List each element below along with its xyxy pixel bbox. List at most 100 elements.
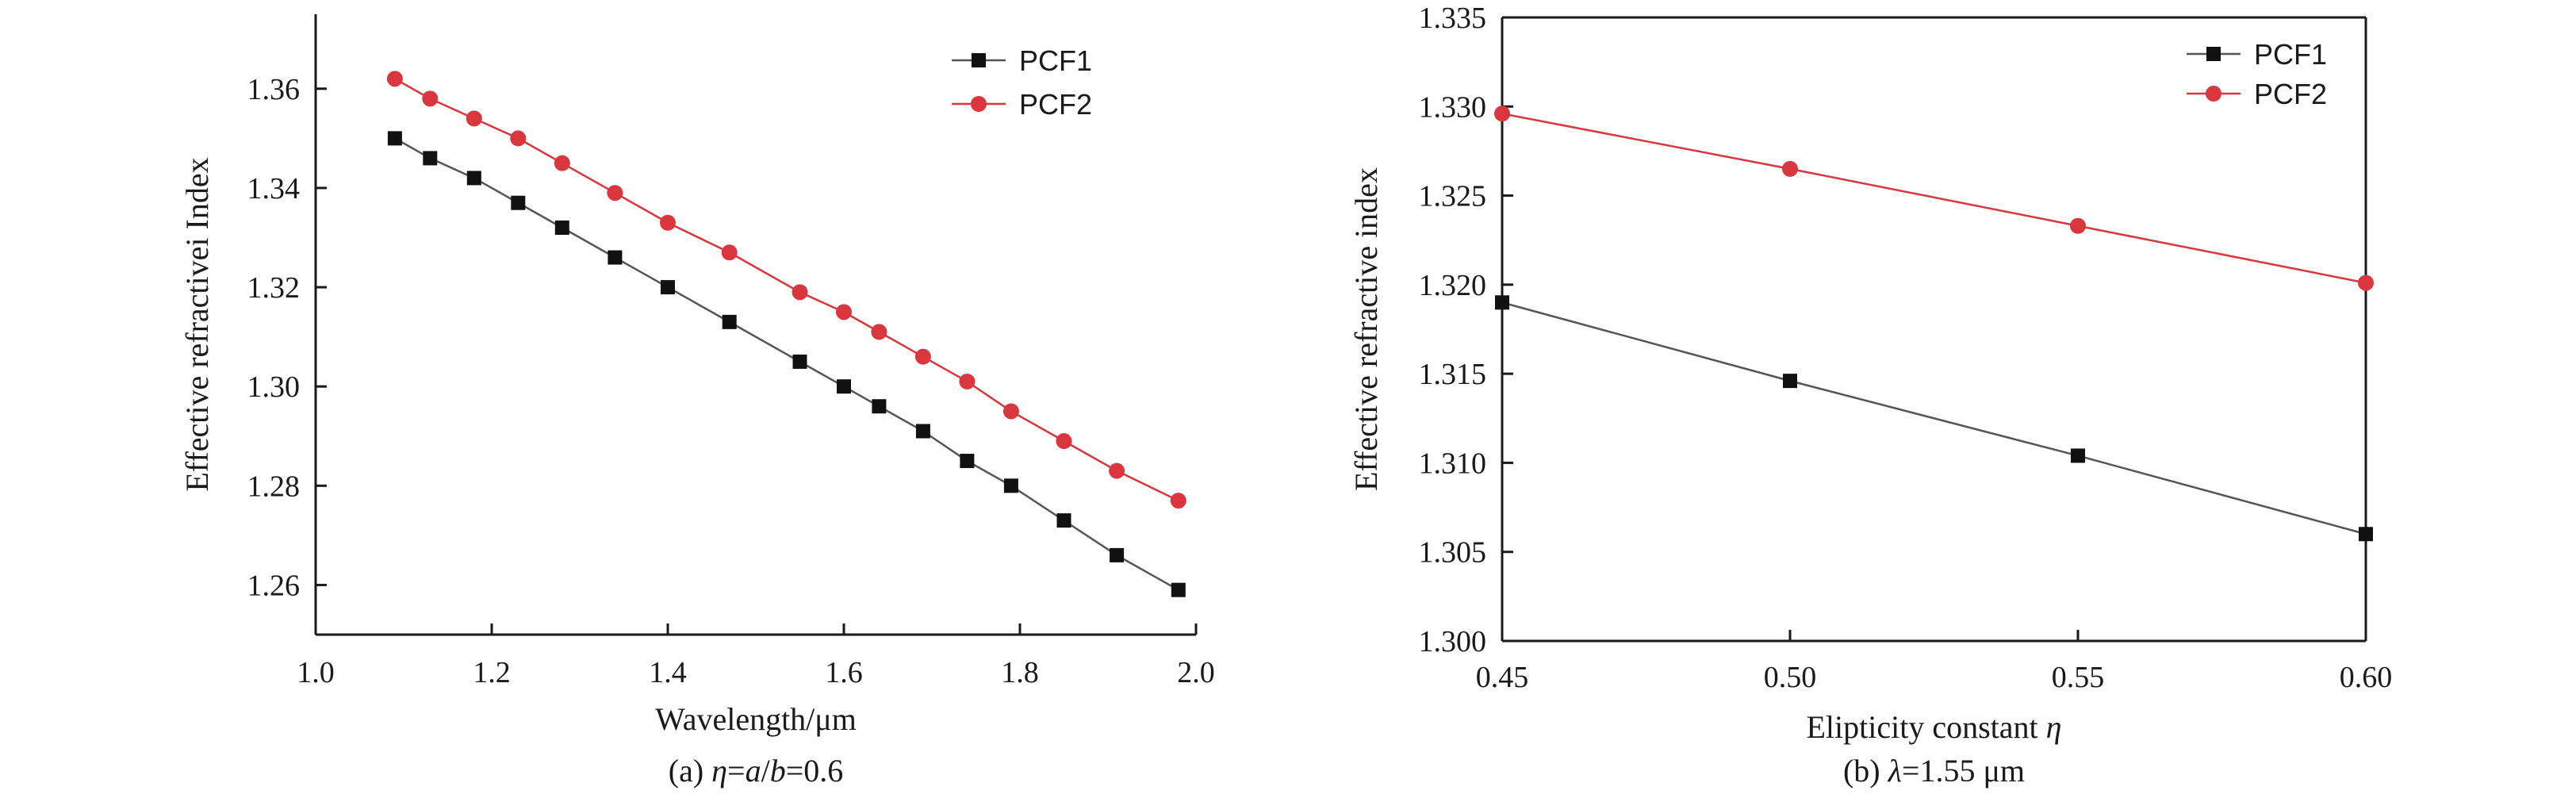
data-point: [1003, 478, 1018, 493]
x-tick-label: 1.6: [825, 656, 863, 689]
data-point: [466, 110, 482, 127]
series-line: [1501, 113, 2367, 284]
figure-caption-part: =1.55 μm: [1902, 753, 2025, 789]
x-tick-label: 1.4: [649, 656, 687, 689]
y-tick-label: 1.325: [1419, 180, 1487, 213]
x-tick-label: 2.0: [1177, 656, 1215, 689]
figure-caption: (a) η=a/b=0.6: [669, 753, 844, 789]
y-tick-label: 1.335: [1419, 2, 1487, 35]
y-tick-label: 1.300: [1419, 625, 1487, 658]
data-point: [386, 71, 403, 87]
data-point: [2070, 217, 2086, 234]
x-axis-title: Elipticity constant η: [1806, 709, 2061, 745]
x-tick-label: 1.2: [473, 656, 511, 689]
data-point: [915, 424, 930, 439]
legend-label: PCF1: [2254, 38, 2327, 71]
data-point: [660, 214, 676, 231]
legend-marker: [2206, 47, 2221, 61]
data-point: [914, 348, 931, 365]
y-tick-label: 1.320: [1419, 269, 1487, 302]
data-point: [722, 314, 737, 329]
figure-caption: (b) λ=1.55 μm: [1843, 753, 2025, 789]
data-point: [1110, 547, 1125, 562]
x-axis-title-part: η: [2046, 709, 2062, 745]
data-point: [1109, 462, 1125, 479]
data-point: [1170, 493, 1186, 509]
figure-caption-part: =0.6: [786, 753, 844, 789]
data-point: [1056, 433, 1072, 450]
data-point: [836, 304, 852, 320]
series-pcf1: [1495, 295, 2373, 542]
data-point: [1056, 513, 1071, 528]
x-tick-label: 1.8: [1001, 656, 1039, 689]
legend-label: PCF1: [1019, 44, 1092, 77]
figure-caption-part: =: [727, 753, 746, 789]
x-tick-label: 1.0: [297, 656, 335, 689]
data-point: [387, 131, 402, 146]
series-line: [1501, 301, 2367, 535]
y-tick-label: 1.28: [247, 470, 301, 503]
data-point: [608, 250, 623, 265]
panel-b-chart: 0.45 0.50 0.55 0.60 1.300 1.305 1.310 1.315 1.32…: [1348, 2, 2392, 789]
legend-marker: [971, 96, 987, 112]
data-point: [871, 324, 887, 340]
figure-caption-part: a: [746, 753, 761, 789]
data-point: [872, 399, 887, 414]
data-point: [511, 195, 526, 210]
data-point: [792, 354, 807, 369]
series-pcf2: [386, 71, 1186, 509]
data-point: [661, 280, 675, 295]
data-point: [2071, 448, 2085, 463]
series-pcf1: [387, 131, 1186, 597]
figure-caption-part: λ: [1888, 753, 1902, 789]
legend: PCF1 PCF2: [952, 44, 1092, 121]
series-pcf2: [1494, 106, 2374, 291]
data-point: [1783, 374, 1797, 389]
y-tick-label: 1.34: [247, 172, 301, 205]
y-tick-label: 1.26: [247, 569, 301, 602]
y-tick-label: 1.32: [247, 271, 301, 305]
data-point: [792, 284, 808, 301]
data-point: [1171, 582, 1186, 597]
figure-caption-part: b: [770, 753, 786, 789]
data-point: [837, 379, 851, 394]
data-point: [510, 130, 527, 147]
y-axis-title: Effective refractive index: [1348, 167, 1384, 491]
y-tick-label: 1.30: [247, 370, 301, 404]
legend-label: PCF2: [1019, 88, 1092, 121]
figure-caption-part: (b): [1843, 753, 1888, 789]
data-point: [607, 185, 623, 201]
legend-marker: [2206, 86, 2221, 102]
y-tick-label: 1.305: [1419, 536, 1487, 570]
x-tick-label: 0.60: [2340, 661, 2393, 694]
data-point: [1494, 106, 1510, 122]
x-tick-label: 0.55: [2052, 661, 2105, 694]
data-point: [554, 155, 570, 171]
data-point: [2358, 274, 2374, 291]
data-point: [423, 151, 438, 166]
legend-marker: [972, 53, 986, 67]
y-tick-label: 1.330: [1419, 90, 1487, 124]
data-point: [2359, 527, 2373, 542]
data-point: [466, 171, 481, 186]
figure-caption-part: η: [711, 753, 727, 789]
x-axis-title: Wavelength/μm: [655, 701, 857, 737]
y-axis-title: Effective refractivei Index: [179, 157, 215, 491]
data-point: [1002, 403, 1019, 420]
data-point: [1782, 160, 1798, 177]
data-point: [960, 454, 975, 469]
data-point: [1495, 295, 1509, 310]
y-tick-label: 1.315: [1419, 358, 1487, 391]
data-point: [959, 373, 976, 389]
x-axis-title-part: Elipticity constant: [1806, 709, 2045, 745]
figure-caption-part: /: [761, 753, 771, 789]
figure-caption-part: (a): [669, 753, 711, 789]
panel-a-chart: 1.0 1.2 1.4 1.6 1.8 2.0 1.26 1.28 1.30 1.32 1.34 1.…: [179, 14, 1215, 789]
legend-label: PCF2: [2254, 78, 2327, 110]
legend: PCF1 PCF2: [2187, 38, 2327, 110]
data-point: [422, 90, 439, 107]
data-point: [554, 221, 569, 236]
x-tick-label: 0.45: [1476, 661, 1529, 694]
x-tick-label: 0.50: [1764, 661, 1817, 694]
